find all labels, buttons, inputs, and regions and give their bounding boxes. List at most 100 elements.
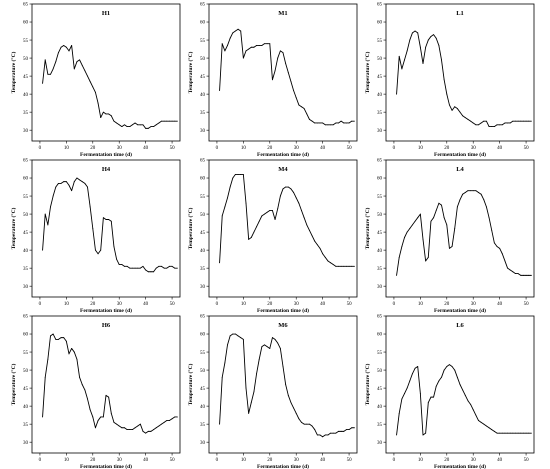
- data-point: [142, 265, 144, 267]
- data-point: [277, 57, 279, 59]
- data-point: [491, 229, 493, 231]
- x-tick-label: 30: [117, 302, 123, 307]
- data-point: [102, 111, 104, 113]
- data-point: [338, 122, 339, 124]
- data-point: [327, 124, 329, 126]
- data-point: [528, 274, 530, 276]
- data-point: [250, 237, 252, 238]
- data-point: [422, 434, 424, 436]
- data-point: [345, 265, 347, 267]
- x-tick-label: 30: [117, 458, 123, 463]
- data-point: [507, 122, 509, 124]
- data-point: [65, 181, 67, 183]
- data-point: [219, 423, 221, 425]
- data-point: [483, 199, 485, 201]
- y-tick-label: 35: [23, 267, 29, 272]
- data-point: [433, 34, 435, 36]
- x-axis-title: Fermentation time (d): [434, 151, 486, 158]
- data-point: [293, 407, 295, 409]
- data-point: [340, 430, 342, 432]
- y-tick-label: 40: [23, 249, 29, 254]
- data-point: [522, 274, 524, 276]
- data-point: [84, 70, 86, 72]
- data-point: [271, 210, 273, 211]
- data-point: [68, 50, 70, 52]
- data-point: [430, 396, 432, 398]
- data-point: [496, 432, 498, 434]
- data-point: [493, 242, 495, 244]
- data-point: [528, 432, 530, 434]
- data-point: [81, 384, 83, 385]
- data-points: [42, 333, 178, 434]
- data-point: [166, 120, 168, 122]
- data-point: [285, 384, 287, 385]
- data-point: [52, 68, 54, 70]
- data-point: [316, 122, 318, 124]
- x-tick-label: 50: [347, 302, 353, 307]
- data-point: [158, 265, 160, 267]
- y-tick-label: 40: [200, 249, 206, 254]
- data-point: [459, 384, 461, 385]
- data-point: [335, 122, 337, 124]
- x-axis-title: Fermentation time (d): [434, 463, 486, 469]
- data-point: [422, 238, 424, 240]
- data-point: [150, 271, 152, 273]
- data-point: [480, 421, 482, 423]
- data-point: [464, 192, 466, 193]
- data-point: [332, 124, 334, 126]
- data-point: [293, 90, 295, 91]
- panel-title: H6: [102, 322, 111, 329]
- x-tick-label: 20: [90, 458, 96, 463]
- data-point: [414, 30, 416, 32]
- data-point: [425, 260, 427, 262]
- data-point: [311, 120, 313, 122]
- data-point: [398, 412, 400, 414]
- data-point: [224, 362, 226, 364]
- series-line-l6: [396, 364, 532, 436]
- data-point: [76, 61, 78, 63]
- data-point: [327, 260, 329, 262]
- data-point: [282, 52, 284, 54]
- panel-title: L1: [456, 10, 464, 17]
- data-point: [456, 206, 458, 208]
- data-point: [269, 210, 271, 211]
- x-tick-label: 40: [143, 302, 149, 307]
- data-points: [219, 173, 355, 267]
- data-point: [232, 333, 234, 335]
- x-tick-label: 30: [471, 458, 477, 463]
- data-point: [232, 177, 234, 179]
- data-point: [438, 202, 440, 204]
- data-point: [472, 409, 474, 411]
- data-point: [462, 389, 464, 391]
- data-point: [464, 394, 466, 396]
- data-point: [298, 202, 300, 204]
- data-point: [116, 122, 118, 124]
- data-point: [245, 202, 247, 204]
- y-tick-label: 35: [23, 111, 29, 116]
- x-tick-label: 40: [497, 146, 503, 151]
- data-point: [517, 432, 519, 434]
- y-tick-label: 60: [200, 21, 206, 26]
- x-axis-title: Fermentation time (d): [257, 151, 309, 158]
- data-point: [264, 213, 265, 215]
- x-tick-label: 10: [64, 458, 70, 463]
- data-point: [353, 265, 355, 267]
- y-tick-label: 65: [23, 315, 29, 320]
- data-point: [237, 173, 239, 175]
- data-point: [227, 45, 228, 46]
- data-point: [129, 429, 131, 431]
- x-tick-label: 50: [347, 146, 353, 151]
- x-tick-label: 10: [241, 458, 247, 463]
- data-point: [522, 120, 524, 122]
- data-point: [47, 224, 49, 226]
- data-point: [44, 213, 46, 215]
- data-point: [94, 427, 96, 429]
- data-point: [425, 432, 427, 434]
- data-point: [155, 427, 157, 429]
- data-point: [171, 120, 173, 122]
- data-point: [396, 434, 398, 436]
- series-line-h4: [42, 177, 178, 273]
- chart-panel-m4: 0 10 20 30 40 50 30 35 40 45 50 55 60 65 M4 Fermentatio…: [187, 159, 358, 314]
- data-point: [303, 217, 305, 219]
- y-tick-label: 60: [377, 177, 383, 182]
